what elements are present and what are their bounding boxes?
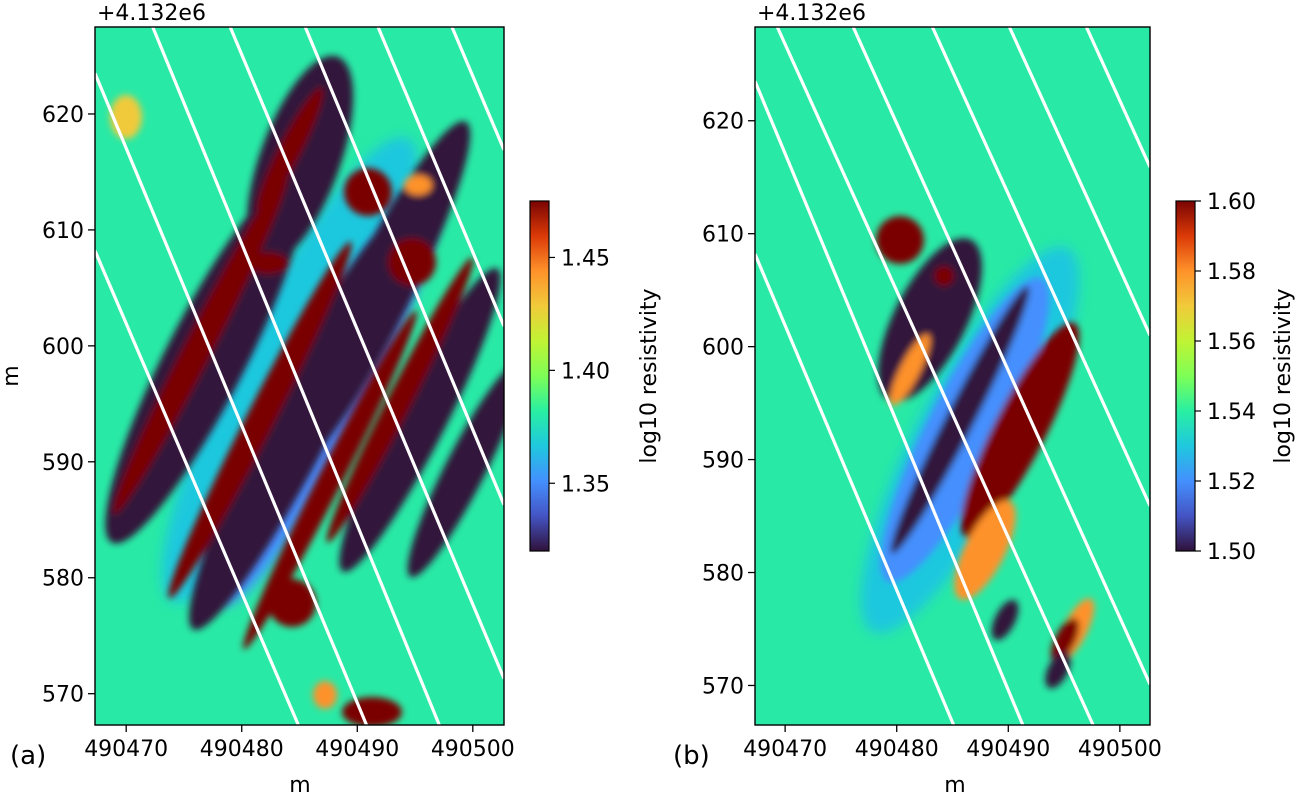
- axes-a: 490470 490480 490490 490500 570 580 590 600 610 6…: [42, 103, 515, 762]
- survey-line: [95, 250, 300, 725]
- y-tick-label-a: 590: [42, 451, 84, 476]
- colorbar-tick-label-a: 1.35: [561, 472, 610, 497]
- y-tick-label-b: 570: [702, 674, 744, 699]
- survey-lines-b: [755, 27, 1150, 725]
- y-axis-label-a: m: [0, 365, 24, 386]
- survey-line: [755, 80, 1025, 725]
- axes-b: 490470 490480 490490 490500 570 580 590 600 610 6…: [702, 110, 1162, 762]
- colorbar-tick-label-b: 1.60: [1207, 190, 1256, 215]
- y-tick-label-b: 580: [702, 562, 744, 587]
- y-tick-label-b: 600: [702, 336, 744, 361]
- colorbar-tick-label-b: 1.54: [1207, 400, 1256, 425]
- y-tick-label-a: 620: [42, 103, 84, 128]
- colorbar-label-b: log10 resistivity: [1271, 288, 1296, 463]
- panel-label-b: (b): [673, 741, 710, 771]
- survey-line: [755, 253, 956, 725]
- offset-label-b: +4.132e6: [757, 1, 866, 26]
- colorbar-label-a: log10 resistivity: [637, 288, 662, 463]
- y-tick-label-b: 590: [702, 449, 744, 474]
- colorbar-tick-label-a: 1.40: [561, 359, 610, 384]
- colorbar-tick-label-b: 1.52: [1207, 470, 1256, 495]
- colorbar-tick-label-b: 1.56: [1207, 330, 1256, 355]
- survey-lines-a: [95, 27, 504, 725]
- survey-line: [775, 27, 1095, 725]
- survey-line: [303, 27, 504, 506]
- x-tick-label-a: 490500: [431, 737, 515, 762]
- offset-label-a: +4.132e6: [97, 1, 206, 26]
- y-tick-label-a: 570: [42, 683, 84, 708]
- y-tick-label-b: 610: [702, 223, 744, 248]
- y-tick-label-a: 610: [42, 219, 84, 244]
- x-tick-label-b: 490500: [1078, 737, 1162, 762]
- survey-line: [1007, 27, 1150, 337]
- x-tick-label-b: 490470: [743, 737, 827, 762]
- x-axis-label-b: m: [944, 773, 965, 797]
- panel-a: 490470 490480 490490 490500 570 580 590 600 610 6…: [0, 1, 662, 797]
- survey-line: [151, 27, 441, 725]
- x-axis-label-a: m: [289, 773, 310, 797]
- colorbar-tick-label-b: 1.50: [1207, 540, 1256, 565]
- survey-line: [450, 27, 504, 151]
- heatmap-b: [755, 27, 1150, 725]
- survey-line: [851, 27, 1150, 685]
- x-tick-label-b: 490490: [966, 737, 1050, 762]
- y-tick-label-a: 580: [42, 567, 84, 592]
- y-tick-label-a: 600: [42, 335, 84, 360]
- colorbar-b: 1.50 1.52 1.54 1.56 1.58 1.60 log10 resistivi…: [1175, 190, 1296, 565]
- y-tick-label-b: 620: [702, 110, 744, 135]
- x-tick-label-a: 490490: [315, 737, 399, 762]
- survey-line: [95, 72, 368, 725]
- survey-line: [930, 27, 1150, 507]
- survey-line: [228, 27, 504, 680]
- heatmap-a: [95, 27, 504, 725]
- colorbar-a: 1.35 1.40 1.45 log10 resistivity: [529, 200, 662, 552]
- x-tick-label-a: 490470: [84, 737, 168, 762]
- survey-line: [1084, 27, 1150, 168]
- panel-label-a: (a): [10, 741, 46, 771]
- colorbar-tick-label-b: 1.58: [1207, 260, 1256, 285]
- x-tick-label-a: 490480: [200, 737, 284, 762]
- survey-line: [376, 27, 504, 327]
- panel-b: 490470 490480 490490 490500 570 580 590 600 610 6…: [673, 1, 1296, 797]
- colorbar-tick-label-a: 1.45: [561, 246, 610, 271]
- x-tick-label-b: 490480: [855, 737, 939, 762]
